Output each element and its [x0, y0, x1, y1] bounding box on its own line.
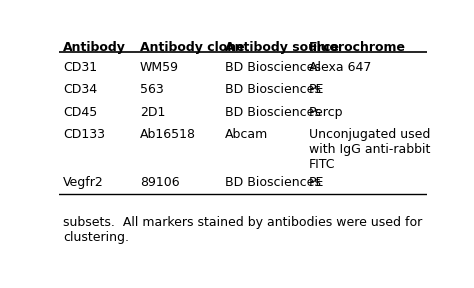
- Text: Fluorochrome: Fluorochrome: [309, 41, 406, 54]
- Text: 2D1: 2D1: [140, 105, 165, 119]
- Text: CD133: CD133: [63, 128, 105, 141]
- Text: PE: PE: [309, 83, 324, 96]
- Text: BD Biosciences: BD Biosciences: [225, 105, 320, 119]
- Text: Antibody source: Antibody source: [225, 41, 338, 54]
- Text: PE: PE: [309, 177, 324, 190]
- Text: CD31: CD31: [63, 61, 97, 74]
- Text: Abcam: Abcam: [225, 128, 268, 141]
- Text: Alexa 647: Alexa 647: [309, 61, 372, 74]
- Text: WM59: WM59: [140, 61, 179, 74]
- Text: Antibody clone: Antibody clone: [140, 41, 245, 54]
- Text: BD Biosciences: BD Biosciences: [225, 177, 320, 190]
- Text: Unconjugated used
with IgG anti-rabbit
FITC: Unconjugated used with IgG anti-rabbit F…: [309, 128, 430, 171]
- Text: 89106: 89106: [140, 177, 180, 190]
- Text: Vegfr2: Vegfr2: [63, 177, 104, 190]
- Text: BD Biosciences: BD Biosciences: [225, 61, 320, 74]
- Text: BD Biosciences: BD Biosciences: [225, 83, 320, 96]
- Text: CD34: CD34: [63, 83, 97, 96]
- Text: Percp: Percp: [309, 105, 344, 119]
- Text: Ab16518: Ab16518: [140, 128, 196, 141]
- Text: 563: 563: [140, 83, 164, 96]
- Text: CD45: CD45: [63, 105, 97, 119]
- Text: subsets.  All markers stained by antibodies were used for
clustering.: subsets. All markers stained by antibodi…: [63, 216, 422, 245]
- Text: Antibody: Antibody: [63, 41, 126, 54]
